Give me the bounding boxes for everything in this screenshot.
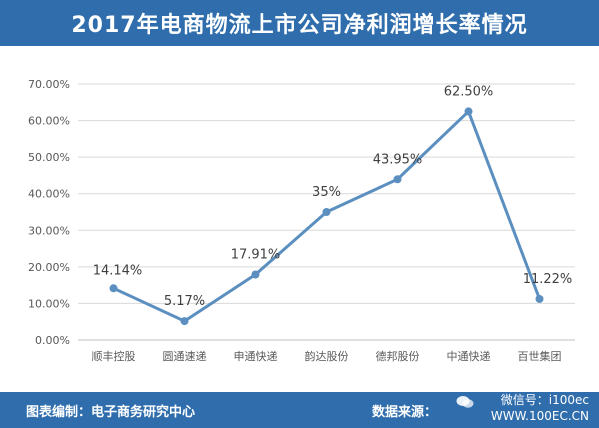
x-tick-label: 圆通速递 [163, 349, 207, 363]
chart-title: 2017年电商物流上市公司净利润增长率情况 [71, 13, 528, 38]
watermark-site: WWW.100EC.CN [490, 409, 589, 423]
data-point [109, 284, 118, 293]
data-label: 43.95% [373, 152, 423, 167]
data-point [180, 317, 189, 326]
line-chart: 0.00% 10.00% 20.00% 30.00% 40.00% 50.00% 60.00… [28, 78, 575, 363]
title-banner: 2017年电商物流上市公司净利润增长率情况 [0, 0, 599, 46]
y-tick-label: 70.00% [28, 78, 70, 91]
y-tick-label: 20.00% [28, 261, 70, 274]
data-point [535, 294, 544, 303]
data-label: 11.22% [523, 272, 573, 287]
data-label: 17.91% [231, 248, 281, 263]
footer-banner: 图表编制：电子商务研究中心 数据来源： 微信号：i100ec WWW.100EC… [0, 392, 599, 428]
y-tick-label: 40.00% [28, 188, 70, 201]
data-label: 35% [312, 185, 341, 200]
data-source-label: 数据来源： [372, 405, 438, 420]
watermark-wechat: 微信号：i100ec [500, 393, 589, 407]
x-tick-label: 中通快递 [447, 349, 491, 363]
series-line [112, 109, 541, 323]
data-point [251, 270, 260, 279]
watermark: 微信号：i100ec WWW.100EC.CN [491, 392, 589, 424]
data-label: 14.14% [93, 263, 143, 278]
y-tick-label: 30.00% [28, 224, 70, 237]
chart-credit: 图表编制：电子商务研究中心 [26, 405, 196, 420]
y-tick-label: 0.00% [35, 334, 70, 347]
x-tick-label: 百世集团 [518, 349, 562, 363]
data-label: 5.17% [164, 294, 205, 309]
x-tick-label: 德邦股份 [376, 349, 420, 363]
data-point [322, 208, 331, 216]
x-tick-label: 申通快递 [234, 349, 278, 363]
chart-area: 0.00% 10.00% 20.00% 30.00% 40.00% 50.00% 60.00… [0, 46, 599, 390]
data-label: 62.50% [444, 84, 494, 99]
wechat-icon [456, 396, 474, 408]
data-point [393, 175, 402, 184]
data-point [464, 107, 473, 116]
y-tick-label: 50.00% [28, 151, 70, 164]
x-tick-label: 韵达股份 [305, 349, 349, 363]
y-tick-label: 10.00% [28, 297, 70, 310]
y-tick-label: 60.00% [28, 115, 70, 128]
x-tick-label: 顺丰控股 [92, 349, 136, 363]
